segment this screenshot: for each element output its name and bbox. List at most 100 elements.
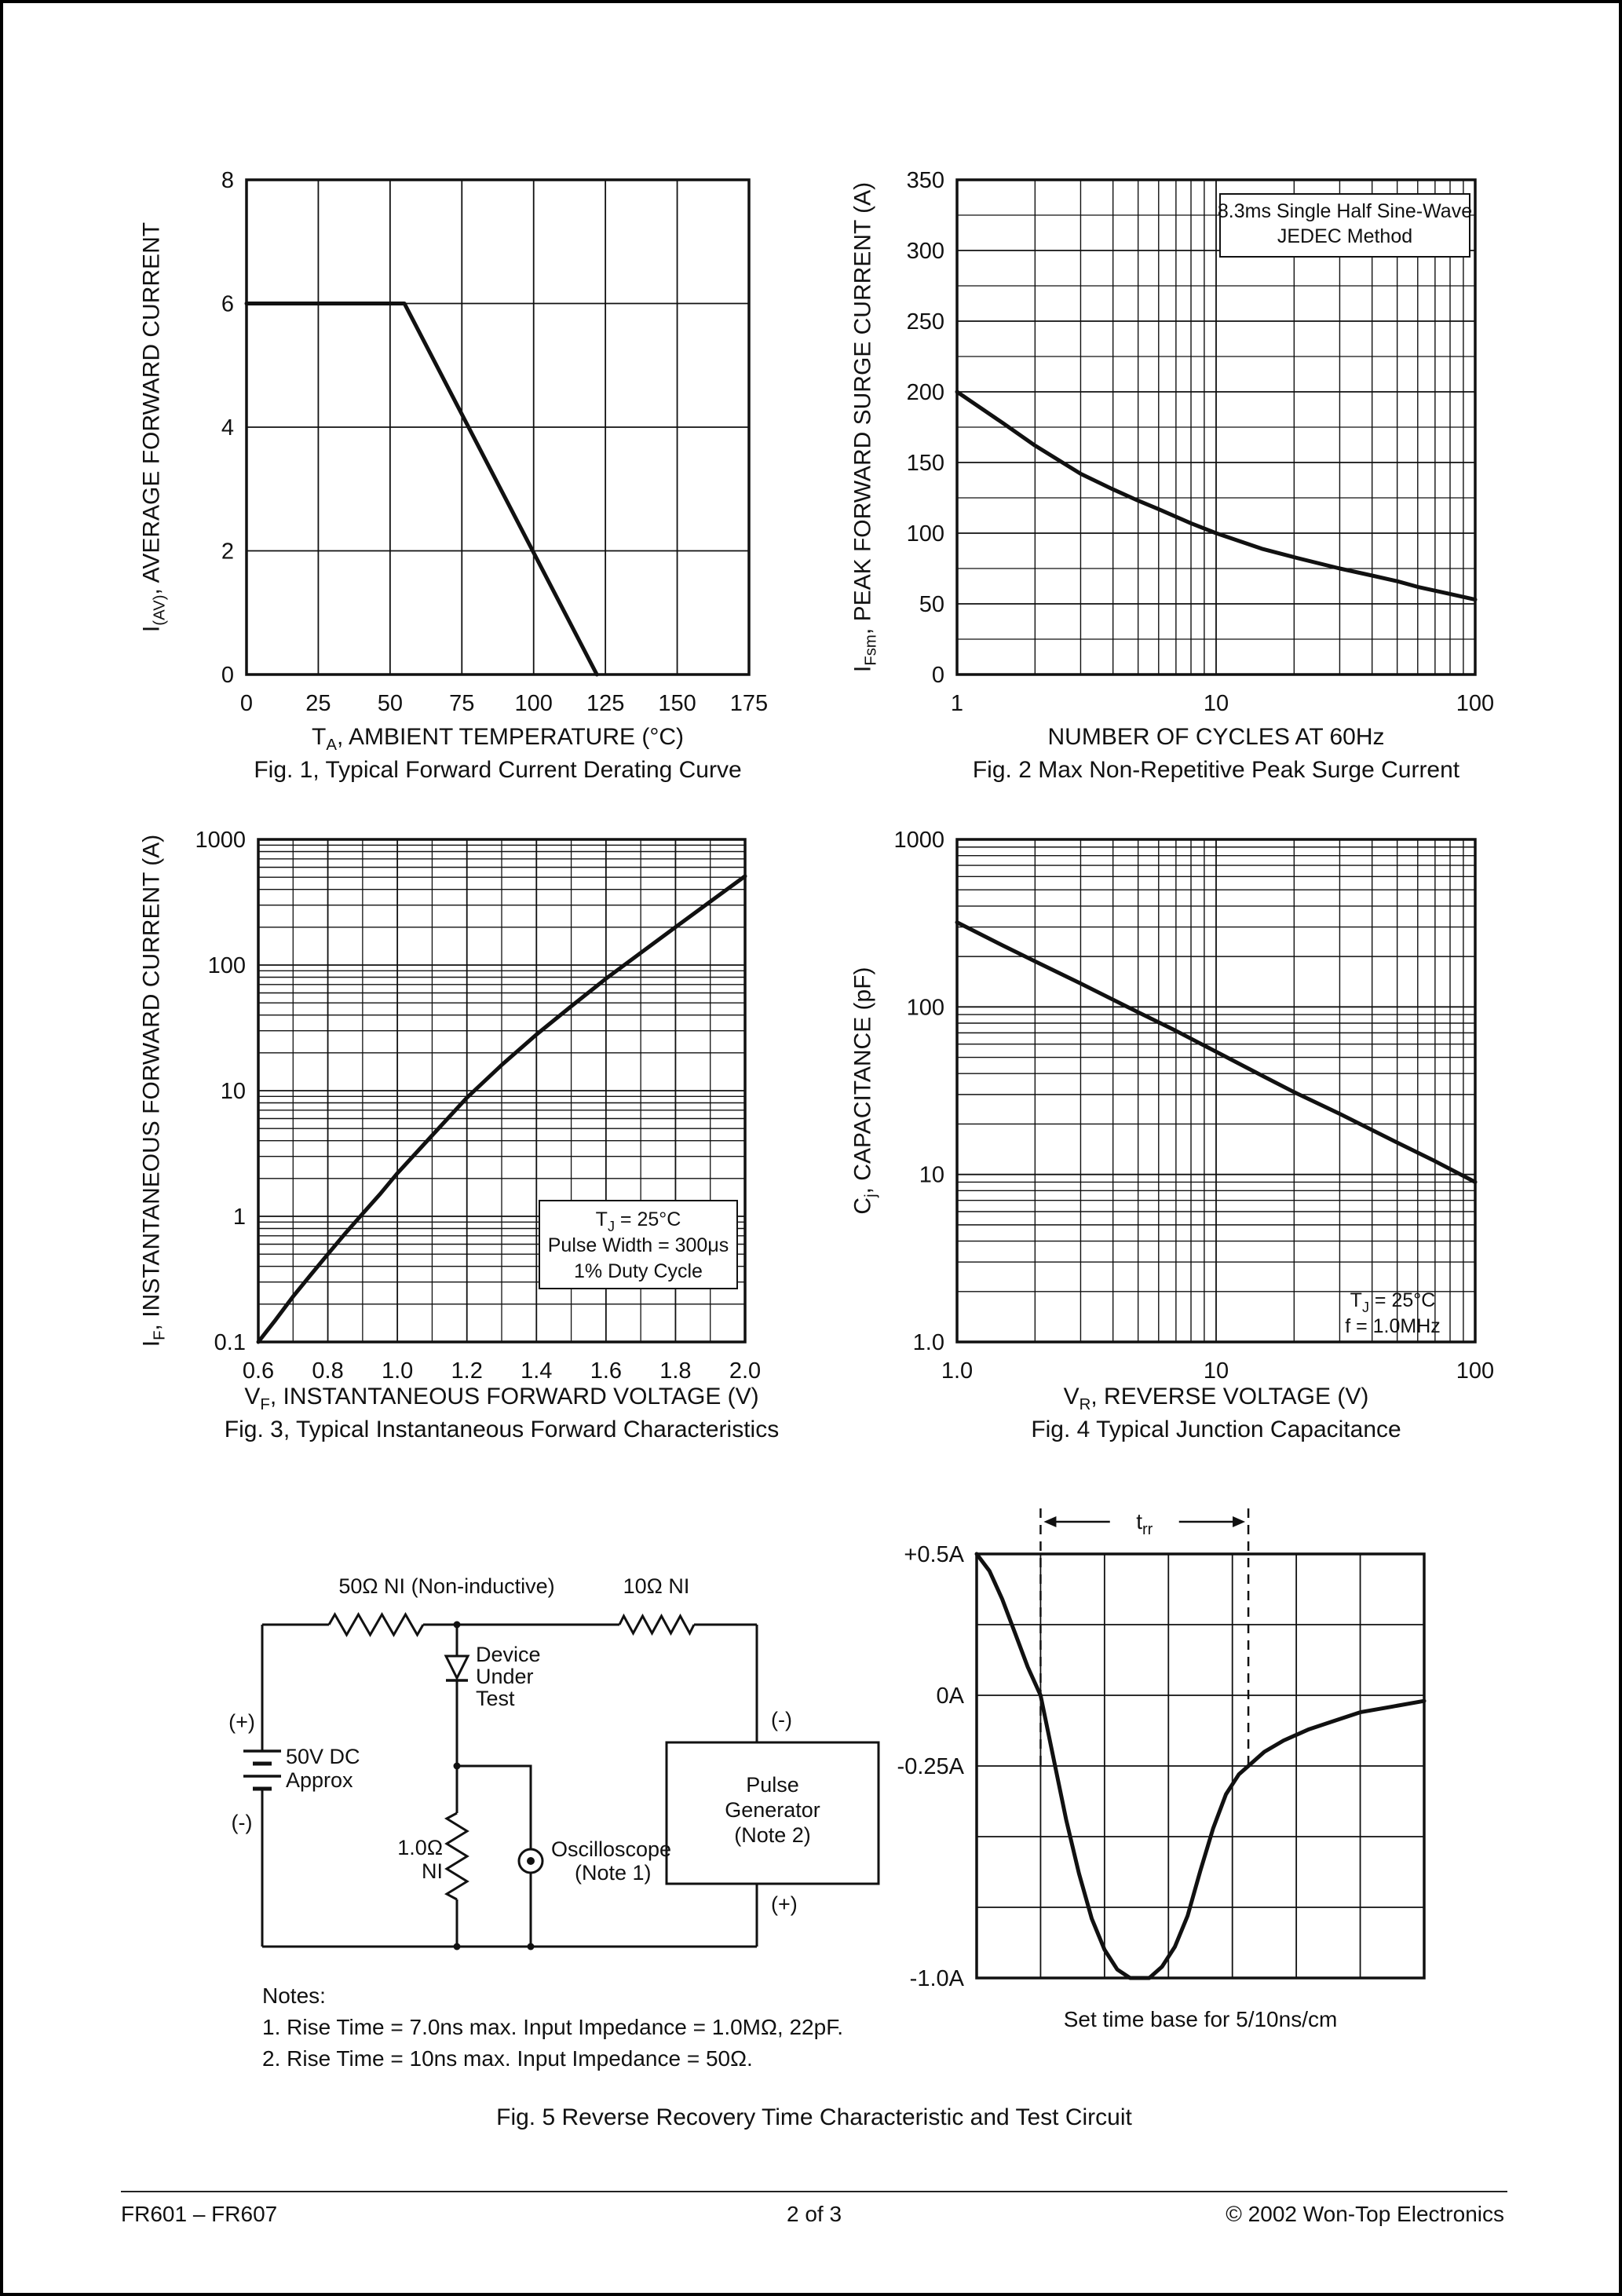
fig5-notes: Notes: 1. Rise Time = 7.0ns max. Input I… (262, 1980, 843, 2075)
pulse-generator-box (665, 1741, 880, 1885)
fig2-x-axis-title: NUMBER OF CYCLES AT 60Hz (1048, 724, 1385, 751)
fig4-caption: Fig. 4 Typical Junction Capacitance (1031, 1417, 1401, 1442)
y-tick-label: 0 (221, 663, 234, 688)
trr-arrowhead (1043, 1516, 1057, 1527)
y-tick-label: 200 (907, 380, 944, 405)
annotation-line: f = 1.0MHz (1345, 1315, 1441, 1337)
y-tick-label: 10 (919, 1163, 944, 1188)
battery-label-line2: Approx (286, 1768, 353, 1792)
footer-copyright: © 2002 Won-Top Electronics (1226, 2202, 1504, 2226)
oscilloscope-label-line2: (Note 1) (575, 1861, 652, 1885)
fig3-x-title-rest: , INSTANTANEOUS FORWARD VOLTAGE (V) (269, 1384, 759, 1409)
fig1-y-title-pre: I (138, 625, 165, 633)
x-tick-label: 1 (951, 691, 963, 716)
notes-line2: 2. Rise Time = 10ns max. Input Impedance… (262, 2046, 753, 2071)
fig2-y-title-rest: , PEAK FORWARD SURGE CURRENT (A) (849, 181, 876, 635)
fig4-y-title-sub: j (862, 1194, 880, 1197)
x-tick-label: 2.0 (729, 1358, 761, 1384)
fig3-y-title-rest: , INSTANTANEOUS FORWARD CURRENT (A) (138, 834, 165, 1331)
x-tick-label: 0.8 (312, 1358, 343, 1384)
y-tick-label: 250 (907, 309, 944, 335)
fig4-x-axis-title: VR, REVERSE VOLTAGE (V) (1064, 1384, 1369, 1414)
x-tick-label: 1.4 (521, 1358, 552, 1384)
fig1-x-title-sub: A (326, 737, 337, 754)
y-tick-label: 6 (221, 292, 234, 317)
circuit-junction-dots (453, 1621, 535, 1951)
fig3-y-axis-title: IF, INSTANTANEOUS FORWARD CURRENT (A) (139, 835, 170, 1347)
series-curve (256, 874, 747, 1344)
x-tick-label: 25 (305, 691, 331, 716)
y-tick-label: 0 (932, 663, 944, 688)
fig1-y-title-sub: (AV) (151, 594, 169, 626)
notes-title: Notes: (262, 1983, 326, 2008)
dut-label-line3: Test (476, 1687, 515, 1710)
battery-label-line1: 50V DC (286, 1745, 360, 1768)
fig1-caption: Fig. 1, Typical Forward Current Derating… (254, 757, 742, 783)
plot-border (257, 838, 747, 1344)
fig1-x-title-pre: T (312, 724, 327, 750)
oscilloscope-label-line1: Oscilloscope (551, 1837, 671, 1861)
fig1-derating-chart: 0 25 50 75 100 125 150 175 0 2 4 6 8 (221, 168, 768, 716)
x-tick-label: 50 (378, 691, 403, 716)
y-tick-label: 1000 (893, 828, 944, 853)
x-tick-label: 1.8 (659, 1358, 691, 1384)
y-tick-label: -1.0A (910, 1966, 965, 1991)
fig2-caption: Fig. 2 Max Non-Repetitive Peak Surge Cur… (972, 757, 1460, 783)
footer-part-number: FR601 – FR607 (121, 2202, 278, 2226)
fig2-surge-chart: 1 10 100 0 50 100 150 200 250 300 350 8.3ms Single … (907, 168, 1495, 716)
y-tick-label: -0.25A (897, 1754, 965, 1779)
x-tick-label: 0.6 (243, 1358, 274, 1384)
trr-arrowhead (1233, 1516, 1246, 1527)
annotation-line: Pulse Width = 300μs (548, 1234, 729, 1256)
x-tick-label: 100 (1456, 691, 1494, 716)
fig4-x-title-rest: , REVERSE VOLTAGE (V) (1090, 1384, 1369, 1409)
x-tick-label: 75 (449, 691, 474, 716)
resistor-10ohm (618, 1613, 696, 1636)
y-tick-label: 1 (233, 1205, 246, 1230)
fig3-x-title-sub: F (260, 1396, 270, 1413)
footer-divider (121, 2191, 1507, 2192)
fig1-x-title-rest: , AMBIENT TEMPERATURE (°C) (336, 724, 684, 750)
timebase-note: Set time base for 5/10ns/cm (1063, 2007, 1338, 2031)
pulse-generator-label-line3: (Note 2) (734, 1823, 811, 1847)
fig4-y-axis-title: Cj, CAPACITANCE (pF) (850, 967, 881, 1214)
pulse-generator-label-line1: Pulse (746, 1773, 799, 1797)
y-tick-label: 1.0 (913, 1330, 944, 1355)
y-tick-label: 0A (937, 1684, 965, 1709)
battery-minus-label: (-) (232, 1811, 253, 1834)
y-tick-label: 100 (208, 953, 246, 978)
x-tick-label: 100 (1456, 1358, 1494, 1384)
fig2-y-axis-title: IFsm, PEAK FORWARD SURGE CURRENT (A) (850, 182, 881, 672)
series-curve (244, 302, 599, 677)
y-tick-label: 100 (907, 995, 944, 1020)
annotation-line: 1% Duty Cycle (574, 1260, 703, 1282)
resistor-1ohm-label-line2: NI (422, 1859, 443, 1883)
plot-border (245, 178, 751, 676)
fig3-caption: Fig. 3, Typical Instantaneous Forward Ch… (224, 1417, 780, 1442)
resistor-50ohm-label: 50Ω NI (Non-inductive) (338, 1574, 554, 1598)
y-tick-label: 8 (221, 168, 234, 193)
fig3-x-title-pre: V (244, 1384, 261, 1409)
plot-border (975, 1552, 1426, 1980)
y-tick-label: 0.1 (214, 1330, 246, 1355)
annotation-line: 8.3ms Single Half Sine-Wave (1218, 200, 1472, 222)
fig3-y-title-sub: F (151, 1330, 169, 1340)
series-curve (955, 389, 1478, 602)
fig4-capacitance-chart: 1.0 10 100 1.0 10 100 1000 TJ = 25°Cf = 1.0MHz (893, 828, 1494, 1384)
plot-border (955, 838, 1477, 1344)
fig1-x-axis-title: TA, AMBIENT TEMPERATURE (°C) (312, 724, 684, 755)
dut-label-line1: Device (476, 1643, 541, 1666)
y-tick-label: 100 (907, 521, 944, 547)
fig3-x-axis-title: VF, INSTANTANEOUS FORWARD VOLTAGE (V) (244, 1384, 758, 1414)
fig3-y-title-pre: I (138, 1340, 165, 1347)
annotation-line: JEDEC Method (1277, 225, 1412, 247)
y-tick-label: 2 (221, 539, 234, 565)
x-tick-label: 0 (240, 691, 253, 716)
series-curve (955, 920, 1478, 1184)
x-tick-label: 1.0 (941, 1358, 973, 1384)
resistor-10ohm-label: 10Ω NI (623, 1574, 690, 1598)
y-tick-label: 350 (907, 168, 944, 193)
trr-label: trr (1136, 1509, 1153, 1538)
plot-border (955, 178, 1477, 676)
battery-symbol (243, 1749, 281, 1791)
